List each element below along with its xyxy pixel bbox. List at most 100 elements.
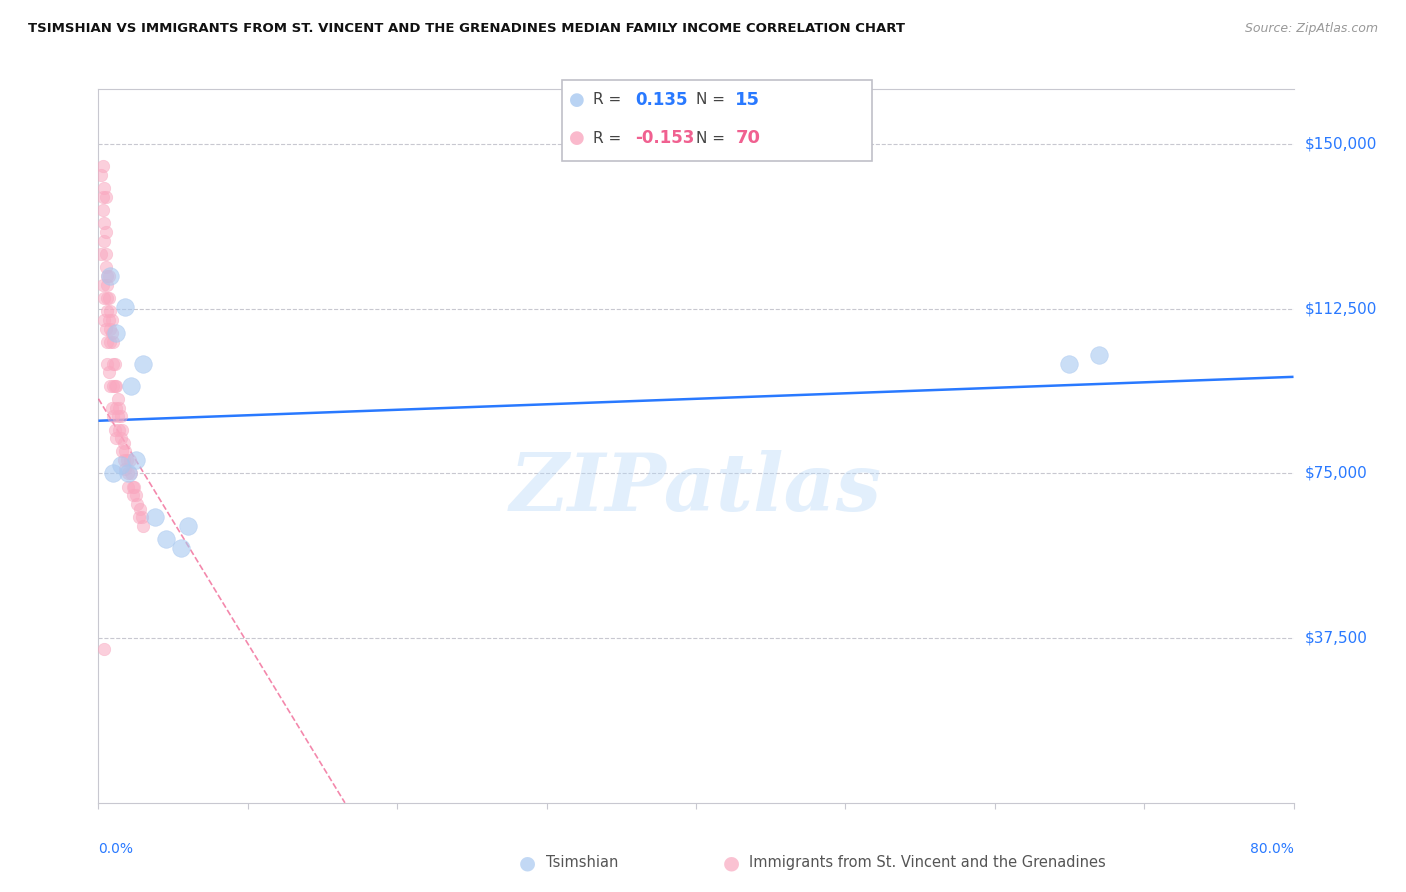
Text: $150,000: $150,000 (1305, 136, 1376, 152)
Point (108, 423, 131, 437)
Text: ●: ● (568, 91, 585, 109)
Point (1088, 348, 1111, 362)
Text: $75,000: $75,000 (1305, 466, 1368, 481)
Text: ●: ● (519, 853, 536, 872)
Point (177, 519, 200, 533)
Point (108, 401, 131, 415)
Point (101, 312, 124, 326)
Point (118, 453, 141, 467)
Point (90, 247, 112, 261)
Point (111, 423, 134, 437)
Point (94, 190, 117, 204)
Point (96, 277, 118, 292)
Point (103, 378, 125, 392)
Point (93, 312, 115, 326)
Point (112, 453, 135, 467)
Point (93, 234, 115, 248)
Point (114, 444, 136, 458)
Point (124, 480, 146, 494)
Point (125, 453, 148, 467)
Text: N =: N = (696, 131, 730, 145)
Text: $37,500: $37,500 (1305, 631, 1368, 646)
Point (110, 431, 132, 445)
Point (121, 480, 143, 494)
Point (105, 401, 128, 415)
Point (169, 541, 191, 555)
Text: TSIMSHIAN VS IMMIGRANTS FROM ST. VINCENT AND THE GRENADINES MEDIAN FAMILY INCOME: TSIMSHIAN VS IMMIGRANTS FROM ST. VINCENT… (28, 22, 905, 36)
Point (96, 334, 118, 349)
Point (110, 458, 132, 472)
Point (103, 467, 125, 481)
Point (105, 378, 128, 392)
Text: R =: R = (593, 131, 627, 145)
Point (121, 488, 143, 502)
Point (104, 378, 127, 392)
Point (103, 334, 125, 349)
Text: -0.153: -0.153 (636, 129, 695, 147)
Point (93, 181, 115, 195)
Point (129, 501, 152, 516)
Point (107, 409, 129, 424)
Point (97, 268, 120, 283)
Point (97, 312, 120, 326)
Point (93, 642, 115, 657)
Point (132, 519, 155, 533)
Point (104, 357, 127, 371)
Text: 15: 15 (735, 91, 761, 109)
Point (117, 467, 139, 481)
Text: ZIPatlas: ZIPatlas (510, 450, 882, 527)
Point (110, 409, 132, 424)
Point (96, 268, 118, 283)
Text: Tsimshian: Tsimshian (546, 855, 617, 870)
Point (98, 304, 122, 318)
Point (105, 326, 128, 340)
Point (103, 357, 125, 371)
Point (105, 431, 128, 445)
Point (115, 453, 138, 467)
Point (112, 435, 135, 450)
Point (104, 423, 127, 437)
Text: 0.135: 0.135 (636, 91, 688, 109)
Point (94, 225, 117, 239)
Text: Source: ZipAtlas.com: Source: ZipAtlas.com (1244, 22, 1378, 36)
Point (117, 480, 139, 494)
Point (91, 159, 114, 173)
Text: ●: ● (568, 129, 585, 147)
Point (90, 168, 112, 182)
Text: 70: 70 (735, 129, 761, 147)
Text: R =: R = (593, 93, 627, 107)
Point (117, 467, 139, 481)
Point (96, 291, 118, 305)
Point (111, 444, 134, 458)
Point (96, 357, 118, 371)
Point (97, 291, 120, 305)
Point (98, 321, 122, 335)
Point (96, 304, 118, 318)
Point (155, 533, 177, 547)
Point (93, 291, 115, 305)
Text: 80.0%: 80.0% (1250, 842, 1294, 856)
Point (120, 378, 142, 392)
Point (143, 510, 166, 524)
Point (91, 202, 114, 217)
Text: 0.0%: 0.0% (98, 842, 134, 856)
Point (120, 467, 142, 481)
Point (132, 357, 155, 371)
Text: Immigrants from St. Vincent and the Grenadines: Immigrants from St. Vincent and the Gren… (749, 855, 1107, 870)
Text: N =: N = (696, 93, 730, 107)
Point (131, 510, 153, 524)
Point (94, 260, 117, 274)
Point (127, 497, 149, 511)
Point (98, 378, 122, 392)
Point (101, 401, 124, 415)
Point (98, 268, 122, 283)
Point (125, 488, 148, 502)
Point (97, 366, 120, 380)
Point (1059, 357, 1081, 371)
Point (101, 326, 124, 340)
Text: $112,500: $112,500 (1305, 301, 1376, 317)
Point (91, 190, 114, 204)
Point (98, 334, 122, 349)
Point (128, 510, 150, 524)
Point (94, 321, 117, 335)
